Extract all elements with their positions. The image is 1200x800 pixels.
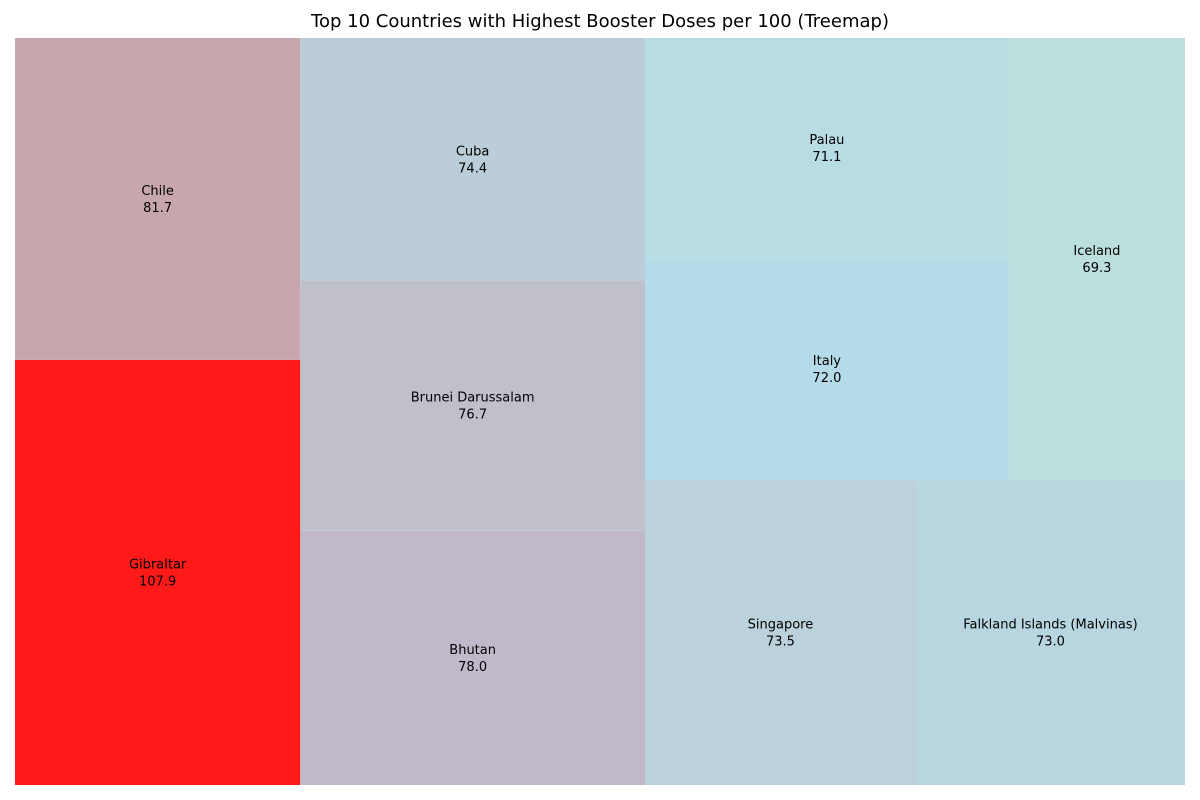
tile-category-label: Iceland [1073,244,1120,259]
tile-category-label: Singapore [748,618,814,633]
tile-value-label: 81.7 [143,201,172,216]
tile-category-label: Bhutan [449,643,496,658]
tile-rect-gibraltar [15,359,301,785]
tile-category-label: Falkland Islands (Malvinas) [963,618,1137,633]
tile-value-label: 72.0 [812,371,841,386]
treemap-tiles: Gibraltar 107.9 Chile 81.7 Bhutan 78.0 Brunei … [15,38,1185,785]
tile-value-label: 74.4 [458,161,487,176]
tile-value-label: 73.5 [766,635,795,650]
tile-category-label: Palau [809,133,844,148]
chart-title: Top 10 Countries with Highest Booster Do… [311,11,889,32]
tile-italy: Italy 72.0 [644,257,1009,481]
tile-category-label: Chile [141,184,174,199]
tile-rect-singapore [644,480,916,785]
tile-rect-palau [644,38,1009,258]
tile-category-label: Cuba [456,144,490,159]
tile-gibraltar: Gibraltar 107.9 [15,359,301,785]
tile-rect-cuba [300,38,645,281]
tile-singapore: Singapore 73.5 [644,480,916,785]
tile-value-label: 107.9 [139,574,176,589]
tile-category-label: Gibraltar [129,557,187,572]
tile-category-label: Brunei Darussalam [411,391,535,406]
tile-brunei-darussalam: Brunei Darussalam 76.7 [300,280,645,531]
tile-rect-chile [15,38,301,360]
tile-chile: Chile 81.7 [15,38,301,360]
tile-value-label: 73.0 [1036,635,1065,650]
tile-rect-brunei-darussalam [300,280,645,531]
tile-value-label: 71.1 [812,150,841,165]
tile-cuba: Cuba 74.4 [300,38,645,281]
tile-value-label: 78.0 [458,660,487,675]
tile-rect-iceland [1008,38,1185,481]
tile-palau: Palau 71.1 [644,38,1009,258]
tile-category-label: Italy [813,354,842,369]
tile-value-label: 76.7 [458,408,487,423]
tile-rect-bhutan [300,530,645,785]
tile-rect-italy [644,257,1009,481]
tile-falkland-islands-malvinas: Falkland Islands (Malvinas) 73.0 [915,480,1185,785]
tile-rect-falkland-islands-malvinas [915,480,1185,785]
tile-bhutan: Bhutan 78.0 [300,530,645,785]
tile-value-label: 69.3 [1082,261,1111,276]
tile-iceland: Iceland 69.3 [1008,38,1185,481]
